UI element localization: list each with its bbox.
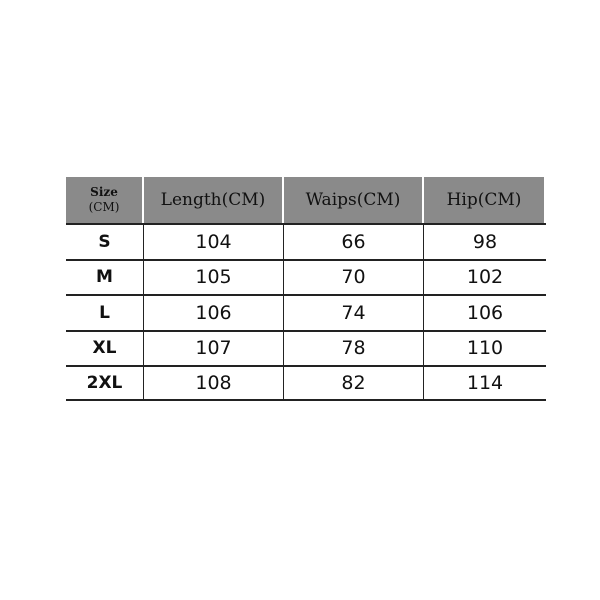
header-size: Size (CM)	[66, 177, 144, 223]
header-length: Length(CM)	[144, 177, 284, 223]
cell-size: 2XL	[66, 367, 144, 399]
cell-length: 105	[144, 260, 284, 294]
table-row: S 104 66 98	[66, 223, 546, 259]
cell-waist: 78	[284, 331, 424, 365]
cell-size: S	[66, 225, 144, 259]
cell-size: XL	[66, 331, 144, 365]
cell-hip: 98	[472, 230, 498, 253]
cell-hip: 102	[466, 266, 504, 289]
table-row: L 106 74 106	[66, 294, 546, 330]
table-header: Size (CM) Length(CM) Waips(CM) Hip(CM)	[66, 177, 546, 223]
cell-waist: 70	[284, 260, 424, 294]
cell-hip: 106	[466, 301, 504, 324]
header-size-unit: (CM)	[88, 200, 120, 214]
cell-length: 107	[144, 331, 284, 365]
size-chart-table: Size (CM) Length(CM) Waips(CM) Hip(CM) S…	[66, 177, 546, 401]
header-hip: Hip(CM)	[424, 177, 546, 223]
cell-waist: 74	[284, 296, 424, 330]
cell-size: M	[66, 260, 144, 294]
cell-size: L	[66, 296, 144, 330]
cell-length: 108	[144, 367, 284, 399]
header-waist: Waips(CM)	[284, 177, 424, 223]
table-row: 2XL 108 82 114	[66, 365, 546, 401]
cell-length: 106	[144, 296, 284, 330]
header-size-label: Size	[90, 185, 118, 199]
cell-hip: 110	[466, 337, 504, 360]
cell-waist: 66	[284, 225, 424, 259]
table-row: XL 107 78 110	[66, 329, 546, 365]
cell-length: 104	[144, 225, 284, 259]
table-row: M 105 70 102	[66, 258, 546, 294]
cell-waist: 82	[284, 367, 424, 399]
cell-hip: 114	[466, 371, 504, 394]
